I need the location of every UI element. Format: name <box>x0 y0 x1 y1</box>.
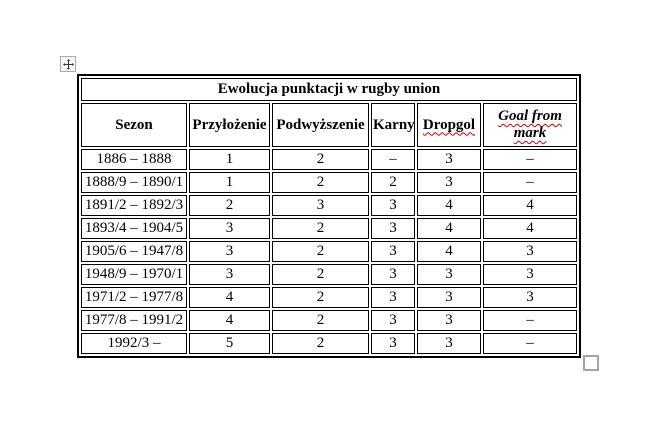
table-row: 1893/4 – 1904/5 3 2 3 4 4 <box>81 218 577 239</box>
cell-value[interactable]: 3 <box>371 218 415 239</box>
cell-value[interactable]: – <box>483 333 577 354</box>
column-header-przylozenie[interactable]: Przyłożenie <box>189 103 270 147</box>
table-row: 1905/6 – 1947/8 3 2 3 4 3 <box>81 241 577 262</box>
cell-value[interactable]: 4 <box>483 195 577 216</box>
table-row: 1886 – 1888 1 2–3– <box>81 149 577 170</box>
cell-value[interactable]: 3 <box>189 264 270 285</box>
cell-value[interactable]: 2 <box>272 172 369 193</box>
cell-value[interactable]: 3 <box>417 287 481 308</box>
cell-sezon[interactable]: 1948/9 – 1970/1 <box>81 264 187 285</box>
cell-value[interactable]: 3 <box>272 195 369 216</box>
scoring-table: Ewolucja punktacji w rugby union Sezon Pr… <box>77 74 581 358</box>
cell-value[interactable]: 2 <box>272 149 369 170</box>
cell-value[interactable]: 3 <box>371 310 415 331</box>
cell-value[interactable]: 3 <box>417 333 481 354</box>
cell-value[interactable]: 3 <box>417 264 481 285</box>
cell-value[interactable]: 2 <box>272 218 369 239</box>
cell-sezon[interactable]: 1992/3 – <box>81 333 187 354</box>
cell-value[interactable]: – <box>371 149 415 170</box>
cell-value[interactable]: 3 <box>483 264 577 285</box>
cell-value[interactable]: 1 <box>189 172 270 193</box>
cell-value[interactable]: 3 <box>417 172 481 193</box>
cell-value[interactable]: 2 <box>272 287 369 308</box>
cell-sezon[interactable]: 1977/8 – 1991/2 <box>81 310 187 331</box>
cell-sezon[interactable]: 1893/4 – 1904/5 <box>81 218 187 239</box>
cell-value[interactable]: 4 <box>189 287 270 308</box>
cell-value[interactable]: 3 <box>417 310 481 331</box>
cell-value[interactable]: 4 <box>417 241 481 262</box>
cell-sezon[interactable]: 1888/9 – 1890/1 <box>81 172 187 193</box>
cell-value[interactable]: 3 <box>371 241 415 262</box>
table-row: 1891/2 – 1892/3 2 3 3 4 4 <box>81 195 577 216</box>
cell-value[interactable]: 3 <box>371 287 415 308</box>
title-row: Ewolucja punktacji w rugby union <box>81 78 577 101</box>
cell-sezon[interactable]: 1891/2 – 1892/3 <box>81 195 187 216</box>
table-move-handle[interactable] <box>60 56 76 72</box>
table-resize-handle[interactable] <box>583 355 599 371</box>
cell-value[interactable]: 3 <box>417 149 481 170</box>
cell-value[interactable]: 4 <box>417 195 481 216</box>
column-header-goal-from-mark[interactable]: Goal from mark <box>483 103 577 147</box>
column-header-sezon[interactable]: Sezon <box>81 103 187 147</box>
table-body: 1886 – 1888 1 2–3–1888/9 – 1890/1 1 2 2 3–1891… <box>81 149 577 354</box>
cell-value[interactable]: 3 <box>189 241 270 262</box>
cell-value[interactable]: 3 <box>371 264 415 285</box>
column-header-karny[interactable]: Karny <box>371 103 415 147</box>
cell-value[interactable]: 3 <box>483 287 577 308</box>
cell-value[interactable]: 2 <box>272 264 369 285</box>
cell-value[interactable]: 3 <box>371 195 415 216</box>
cell-value[interactable]: 2 <box>272 333 369 354</box>
cell-value[interactable]: 4 <box>417 218 481 239</box>
table-row: 1948/9 – 1970/1 3 2 3 3 3 <box>81 264 577 285</box>
cell-value[interactable]: 3 <box>483 241 577 262</box>
table-title[interactable]: Ewolucja punktacji w rugby union <box>81 78 577 101</box>
cell-value[interactable]: 2 <box>272 241 369 262</box>
cell-value[interactable]: – <box>483 149 577 170</box>
cell-value[interactable]: 1 <box>189 149 270 170</box>
cell-value[interactable]: 5 <box>189 333 270 354</box>
cell-sezon[interactable]: 1905/6 – 1947/8 <box>81 241 187 262</box>
cell-value[interactable]: 4 <box>189 310 270 331</box>
cell-value[interactable]: 3 <box>371 333 415 354</box>
cell-sezon[interactable]: 1886 – 1888 <box>81 149 187 170</box>
column-header-podwyzszenie[interactable]: Podwyższenie <box>272 103 369 147</box>
move-icon <box>62 58 74 70</box>
cell-value[interactable]: 2 <box>272 310 369 331</box>
cell-value[interactable]: 3 <box>189 218 270 239</box>
cell-value[interactable]: – <box>483 172 577 193</box>
table-head: Ewolucja punktacji w rugby union Sezon Pr… <box>81 78 577 147</box>
table-row: 1971/2 – 1977/8 4 2 3 3 3 <box>81 287 577 308</box>
column-header-row: Sezon Przyłożenie Podwyższenie Karny Dropgol… <box>81 103 577 147</box>
table-row: 1888/9 – 1890/1 1 2 2 3– <box>81 172 577 193</box>
table-row: 1992/3 –5 2 3 3– <box>81 333 577 354</box>
table-row: 1977/8 – 1991/2 4 2 3 3– <box>81 310 577 331</box>
cell-value[interactable]: 2 <box>371 172 415 193</box>
cell-value[interactable]: – <box>483 310 577 331</box>
column-header-dropgol[interactable]: Dropgol <box>417 103 481 147</box>
cell-sezon[interactable]: 1971/2 – 1977/8 <box>81 287 187 308</box>
cell-value[interactable]: 2 <box>189 195 270 216</box>
cell-value[interactable]: 4 <box>483 218 577 239</box>
